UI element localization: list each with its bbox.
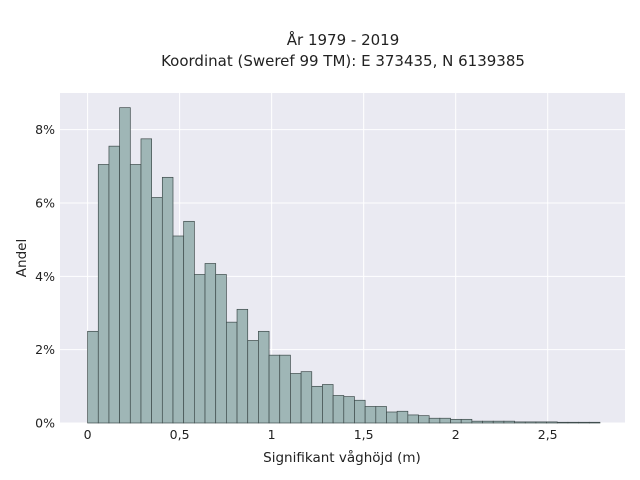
y-tick-label: 6% [35,196,55,211]
bars [87,107,601,424]
histogram-bar [204,263,217,424]
histogram-bar [300,371,313,424]
histogram-bar [364,406,377,424]
histogram-bar [87,330,99,424]
histogram-bar [492,420,505,424]
x-tick-label: 2 [452,427,460,442]
x-tick-label: 0,5 [170,427,190,442]
histogram-bar [396,410,409,424]
y-axis-ticks: 0% 2% 4% 6% 8% [35,122,55,430]
histogram-bar [439,417,451,424]
histogram-bar [588,421,601,424]
histogram-bar [193,274,206,424]
x-tick-label: 2,5 [538,427,558,442]
x-axis-label: Signifikant våghöjd (m) [263,449,421,466]
histogram-bar [183,220,195,424]
x-tick-label: 1,5 [354,427,374,442]
histogram-bar [151,197,163,424]
histogram-bar [311,385,323,424]
histogram-bar [418,415,430,424]
y-axis-label: Andel [14,239,30,277]
histogram-bar [279,354,291,424]
histogram-bar [268,354,281,424]
histogram-bar [482,420,494,424]
histogram-bar [247,340,259,424]
y-tick-label: 8% [35,122,55,137]
histogram-bar [578,421,590,424]
histogram-bar [108,145,120,424]
histogram-bar [129,164,142,424]
chart-title: År 1979 - 2019 [287,30,400,49]
histogram-bar [428,417,441,424]
histogram-bar [140,138,153,424]
histogram-bar [119,107,131,424]
histogram-bar [343,396,355,424]
histogram-bar [535,421,547,424]
histogram-bar [172,235,185,424]
y-tick-label: 4% [35,269,55,284]
histogram-bar [258,330,270,424]
histogram-bar [524,421,537,424]
histogram-bar [97,164,110,424]
x-axis-ticks: 0 0,5 1 1,5 2 2,5 [84,427,558,442]
y-tick-label: 2% [35,342,55,357]
histogram-bar [546,421,558,424]
histogram-bar [215,274,227,424]
histogram-bar [375,406,387,424]
histogram-bar [354,399,366,424]
x-tick-label: 0 [84,427,92,442]
histogram-bar [407,414,419,424]
histogram-bar [236,308,249,424]
histogram-bar [567,421,579,424]
chart-subtitle: Koordinat (Sweref 99 TM): E 373435, N 61… [161,52,525,70]
histogram-bar [460,418,473,424]
histogram-bar [332,395,345,424]
histogram-bar [556,421,569,424]
histogram-bar [503,420,515,424]
histogram-bar [514,421,526,424]
histogram-bar [322,384,334,424]
histogram-bar [386,411,398,424]
histogram-bar [161,176,174,424]
y-tick-label: 0% [35,416,55,431]
histogram-bar [450,418,462,424]
histogram-bar [226,321,238,424]
x-tick-label: 1 [268,427,276,442]
histogram-bar [290,373,302,424]
histogram-bar [471,420,483,424]
